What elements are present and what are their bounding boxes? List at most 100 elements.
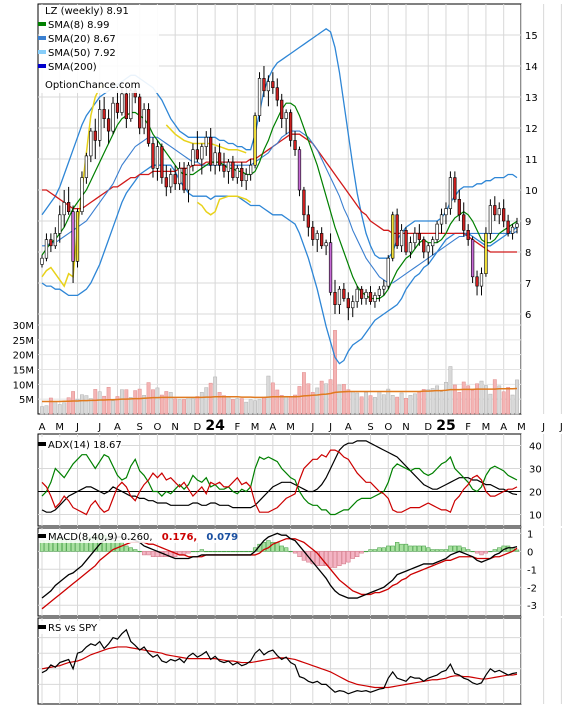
volume-bar	[97, 391, 102, 415]
volume-tick-label: 15M	[13, 366, 34, 377]
candle-body	[351, 301, 355, 309]
candle-body	[315, 233, 319, 240]
adx-series-line-1	[41, 453, 518, 516]
volume-bar	[390, 395, 395, 415]
adx-tick-label: 20	[529, 488, 542, 499]
volume-tick-label: 10M	[13, 380, 34, 391]
volume-bar	[404, 398, 408, 415]
candle-body	[71, 211, 75, 262]
volume-bar	[137, 388, 142, 415]
volume-bar	[279, 395, 284, 415]
macd-histogram-bar	[204, 551, 209, 553]
macd-histogram-bar	[328, 551, 333, 568]
macd-histogram-bar	[239, 551, 244, 553]
macd-histogram-bar	[186, 551, 191, 554]
macd-histogram-bar	[412, 545, 418, 552]
macd-histogram-bar	[492, 549, 497, 552]
volume-bar	[492, 379, 497, 415]
adx-lines	[41, 440, 518, 516]
legend-swatch-sma20	[38, 36, 46, 40]
macd-histogram-bar	[479, 551, 484, 556]
candle-body	[506, 220, 510, 234]
macd-histogram-bar	[133, 549, 138, 552]
candle-body	[399, 230, 404, 247]
macd-hist-value: 0.079	[206, 532, 238, 543]
candle-body	[262, 78, 266, 92]
macd-histogram-bar	[421, 545, 426, 552]
candle-body	[311, 226, 315, 240]
macd-histogram-bar	[363, 551, 369, 553]
candle-body	[368, 291, 373, 302]
volume-bar	[257, 399, 262, 415]
macd-panel: 1 0 -1 -2 -3 MACD(8,40,9) 0.260, 0.176, 0.07…	[37, 527, 562, 617]
month-axis-label: D	[424, 422, 432, 433]
volume-bar	[186, 397, 191, 415]
macd-histogram-bar	[434, 549, 440, 552]
volume-bar	[439, 391, 444, 415]
candle-body	[364, 291, 368, 299]
volume-bar	[444, 382, 448, 415]
volume-bar	[124, 389, 129, 415]
volume-bar	[48, 397, 53, 415]
volume-bar	[199, 392, 204, 415]
candle-body	[359, 288, 364, 299]
volume-bar	[515, 379, 519, 415]
volume-bars	[40, 330, 519, 415]
volume-bar	[102, 395, 107, 415]
rs-panel: RS vs SPY	[37, 617, 562, 705]
macd-histogram-bar	[124, 545, 129, 552]
candle-body	[377, 288, 382, 296]
macd-histogram-bar	[261, 542, 267, 552]
month-axis-label: M	[286, 422, 295, 433]
volume-bar	[399, 392, 404, 415]
macd-histogram-bar	[497, 547, 502, 552]
adx-label-bg	[39, 437, 121, 450]
month-axis-label: D	[194, 422, 202, 433]
volume-bar	[310, 392, 315, 415]
candle-body	[58, 214, 62, 234]
macd-tick-label: -1	[527, 565, 537, 576]
volume-bar	[248, 399, 253, 415]
legend-swatch-sma50	[38, 50, 46, 54]
month-axis-label: J	[97, 422, 101, 433]
candle-body	[457, 199, 461, 216]
candle-body	[240, 168, 244, 182]
volume-bar	[119, 389, 124, 415]
macd-histogram-bar	[377, 547, 382, 552]
macd-signal-line	[41, 538, 518, 610]
macd-histogram-bar	[350, 551, 355, 559]
volume-y-tick-labels: 5M 10M 15M 20M 25M 30M	[13, 321, 34, 406]
candle-body	[173, 174, 177, 185]
macd-histogram-bar	[141, 551, 147, 556]
candle-body	[275, 87, 279, 101]
candle-body	[337, 288, 342, 306]
macd-histogram-bar	[448, 545, 453, 552]
volume-bar	[133, 390, 138, 415]
macd-histogram-bar	[381, 547, 386, 552]
candle-body	[404, 230, 408, 253]
volume-bar	[319, 380, 324, 415]
candle-body	[49, 239, 53, 247]
candle-body	[284, 112, 288, 119]
macd-histogram-bar	[395, 542, 400, 552]
candle-body	[62, 202, 66, 216]
month-axis-label: O	[153, 422, 161, 433]
candle-body	[200, 146, 204, 160]
volume-average-line	[42, 387, 518, 403]
macd-histogram-bar	[128, 547, 133, 552]
macd-histogram-bar	[514, 549, 520, 552]
candle-body	[80, 177, 84, 213]
volume-bar	[66, 397, 71, 415]
macd-swatch	[38, 534, 46, 538]
rs-label: RS vs SPY	[48, 623, 98, 634]
volume-bar	[168, 392, 173, 415]
macd-histogram-bar	[212, 551, 218, 553]
legend-background	[39, 5, 159, 93]
year-axis-label: 25	[436, 418, 455, 434]
month-axis-label: M	[55, 422, 64, 433]
candle-body	[53, 233, 57, 247]
sma20-line	[42, 130, 518, 284]
volume-bar	[497, 385, 502, 415]
macd-label-bg	[39, 530, 229, 543]
volume-bar	[461, 381, 466, 415]
